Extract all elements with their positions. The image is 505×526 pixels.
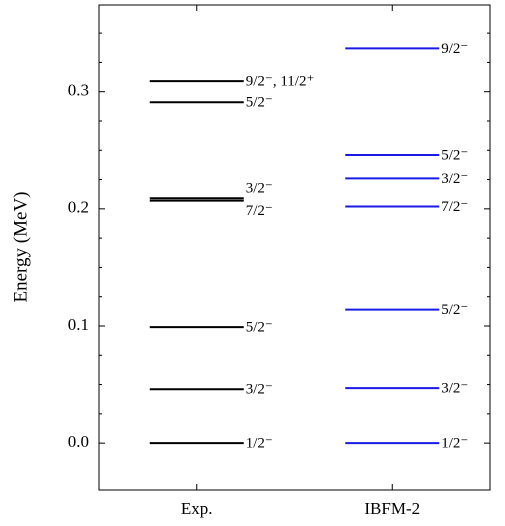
level-label: 9/2⁻, 11/2⁺	[246, 74, 315, 90]
y-axis-label: Energy (MeV)	[10, 192, 31, 303]
level-label: 3/2⁻	[441, 381, 468, 397]
plot-frame	[98, 4, 491, 491]
y-tick-label: 0.2	[68, 198, 89, 217]
level-label: 3/2⁻	[246, 382, 273, 398]
level-label: 1/2⁻	[246, 436, 273, 452]
level-label: 9/2⁻	[441, 41, 468, 57]
x-tick-label: IBFM-2	[364, 499, 420, 518]
level-label: 7/2⁻	[246, 203, 273, 219]
y-tick-label: 0.1	[68, 315, 89, 334]
level-label: 5/2⁻	[246, 95, 273, 111]
y-tick-label: 0.0	[68, 432, 89, 451]
y-tick-label: 0.3	[68, 81, 89, 100]
level-label: 7/2⁻	[441, 199, 468, 215]
level-label: 3/2⁻	[246, 181, 273, 197]
x-tick-label: Exp.	[181, 499, 213, 518]
level-label: 3/2⁻	[441, 171, 468, 187]
level-label: 5/2⁻	[246, 320, 273, 336]
level-label: 5/2⁻	[441, 147, 468, 163]
level-label: 5/2⁻	[441, 302, 468, 318]
level-label: 1/2⁻	[441, 436, 468, 452]
